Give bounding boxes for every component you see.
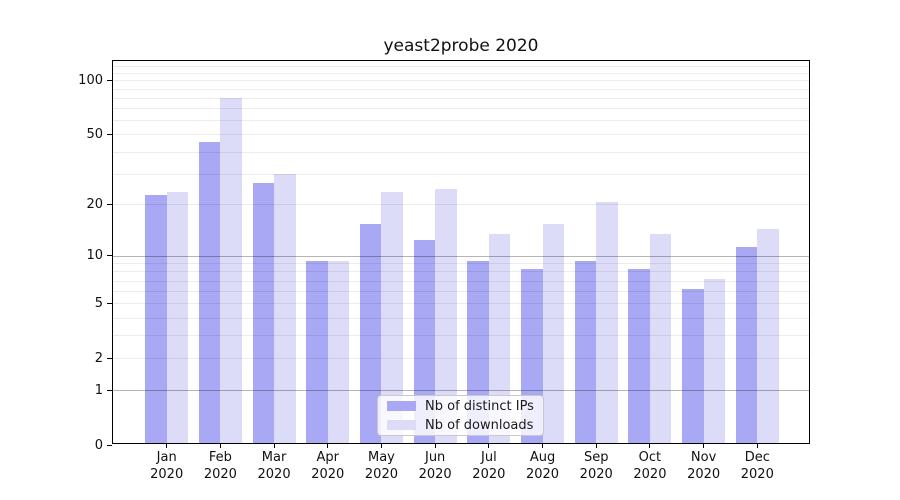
y-tick-mark [107, 133, 112, 135]
x-tick-mark [166, 443, 168, 448]
x-tick-label-aug: Aug 2020 [525, 450, 560, 482]
x-tick-mark [649, 443, 651, 448]
gridline-minor [113, 271, 809, 273]
x-tick-mark [595, 443, 597, 448]
x-tick-label-jan: Jan 2020 [150, 450, 184, 482]
bar-downloads-jun [435, 188, 457, 443]
x-tick-mark [327, 443, 329, 448]
x-tick-mark [542, 443, 544, 448]
bar-downloads-mar [274, 174, 296, 443]
gridline-minor [113, 72, 809, 74]
bar-downloads-aug [542, 223, 565, 443]
bar-distinct-ips-jun [413, 240, 436, 443]
gridline-major [113, 390, 809, 392]
y-tick-mark [107, 79, 112, 81]
gridline-minor [113, 134, 809, 136]
x-tick-mark [488, 443, 490, 448]
x-tick-label-sep: Sep 2020 [579, 450, 613, 482]
gridline-minor [113, 303, 809, 305]
gridline-minor [113, 80, 809, 82]
x-tick-mark [434, 443, 436, 448]
y-tick-label: 50 [86, 126, 103, 142]
gridline-minor [113, 97, 809, 99]
plot-area: yeast2probe 2020 0 1 2 5 10 20 50 100 Jan 2020 Fe… [78, 36, 810, 482]
gridline-minor [113, 151, 809, 153]
gridline-minor [113, 66, 809, 68]
y-tick-label: 10 [86, 248, 103, 264]
gridline-minor [113, 291, 809, 293]
y-tick-label: 2 [94, 350, 103, 366]
bar-downloads-oct [649, 234, 672, 443]
bar-distinct-ips-mar [252, 182, 275, 443]
bar-distinct-ips-feb [198, 142, 221, 443]
gridline-minor [113, 263, 809, 265]
x-tick-mark [273, 443, 275, 448]
bar-downloads-apr [327, 261, 350, 443]
bar-distinct-ips-dec [735, 246, 758, 443]
legend: Nb of distinct IPs Nb of downloads [377, 395, 544, 436]
y-tick-mark [107, 203, 112, 205]
y-tick-mark [107, 302, 112, 304]
chart-title: yeast2probe 2020 [383, 36, 539, 56]
legend-swatch-distinct-ips [387, 401, 416, 411]
y-tick-mark [107, 389, 112, 391]
legend-item-distinct-ips: Nb of distinct IPs [387, 399, 534, 414]
y-tick-mark [107, 255, 112, 257]
bar-downloads-jan [166, 191, 189, 443]
legend-label-downloads: Nb of downloads [425, 417, 534, 433]
bar-distinct-ips-sep [574, 261, 597, 443]
x-tick-label-jun: Jun 2020 [418, 450, 452, 482]
gridline-minor [113, 108, 809, 110]
bar-distinct-ips-nov [682, 289, 704, 443]
x-tick-label-may: May 2020 [364, 450, 398, 482]
bar-downloads-may [381, 191, 403, 443]
bar-distinct-ips-may [359, 223, 382, 443]
legend-label-distinct-ips: Nb of distinct IPs [425, 398, 534, 414]
x-tick-label-jul: Jul 2020 [472, 450, 506, 482]
bar-downloads-dec [757, 229, 779, 443]
gridline-minor [113, 335, 809, 337]
x-tick-mark [219, 443, 221, 448]
gridline-minor [113, 88, 809, 90]
bar-distinct-ips-jan [145, 195, 167, 443]
x-tick-label-apr: Apr 2020 [311, 450, 345, 482]
y-tick-label: 100 [78, 72, 103, 88]
bar-distinct-ips-apr [306, 261, 328, 443]
legend-swatch-downloads [387, 420, 416, 430]
y-tick-label: 20 [86, 196, 103, 212]
gridline-minor [113, 173, 809, 175]
gridline-minor [113, 120, 809, 122]
gridline-minor [113, 280, 809, 282]
bar-downloads-jul [488, 234, 511, 443]
x-tick-mark [380, 443, 382, 448]
y-tick-label: 5 [94, 295, 103, 311]
x-tick-label-feb: Feb 2020 [203, 450, 237, 482]
legend-item-downloads: Nb of downloads [387, 418, 534, 433]
gridline-major [113, 255, 809, 257]
gridline-minor [113, 204, 809, 206]
x-tick-label-nov: Nov 2020 [687, 450, 721, 482]
x-tick-mark [703, 443, 705, 448]
gridline-minor [113, 317, 809, 319]
gridline-minor [113, 358, 809, 360]
bar-downloads-nov [703, 278, 726, 443]
y-tick-mark [107, 444, 112, 446]
y-tick-label: 0 [94, 437, 103, 453]
x-tick-label-dec: Dec 2020 [740, 450, 774, 482]
x-tick-mark [756, 443, 758, 448]
bar-downloads-feb [220, 97, 242, 443]
y-tick-label: 1 [94, 382, 103, 398]
x-tick-label-oct: Oct 2020 [633, 450, 667, 482]
bar-distinct-ips-oct [628, 269, 650, 443]
y-tick-mark [107, 357, 112, 359]
bar-downloads-sep [596, 202, 618, 443]
x-tick-label-mar: Mar 2020 [257, 450, 291, 482]
